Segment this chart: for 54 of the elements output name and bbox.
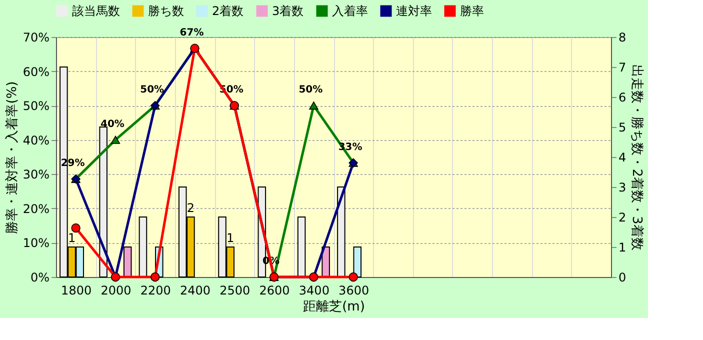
y2-tick-label: 7 xyxy=(618,60,626,74)
bar xyxy=(353,246,362,278)
point xyxy=(309,102,318,110)
y-tick-label: 30% xyxy=(22,168,50,182)
data-label: 40% xyxy=(100,118,124,130)
y2-tick-label: 3 xyxy=(618,180,626,194)
legend-label: 入着率 xyxy=(332,4,368,18)
y-tick-label: 60% xyxy=(22,64,50,79)
x-tick-label: 2200 xyxy=(140,284,171,298)
data-label: 2 xyxy=(186,201,195,215)
x-tick-label: 1800 xyxy=(61,284,92,298)
bar xyxy=(297,216,306,278)
y-tick-label: 20% xyxy=(22,202,50,216)
y-tick-label: 40% xyxy=(22,133,50,148)
legend-label: 勝率 xyxy=(460,4,484,18)
x-tick-label: 2500 xyxy=(220,284,250,298)
data-label: 67% xyxy=(180,27,204,38)
legend-label: 3着数 xyxy=(272,4,304,18)
data-label: 1 xyxy=(226,231,234,245)
y2-tick-label: 1 xyxy=(618,240,626,254)
y2-tick-label: 4 xyxy=(618,150,626,164)
point xyxy=(150,272,160,282)
y-tick-label: 70% xyxy=(22,30,50,44)
y-tick-label: 50% xyxy=(22,99,50,114)
x-tick-label: 3400 xyxy=(298,284,330,298)
bar xyxy=(99,126,108,278)
x-axis-title: 距離芝(m) xyxy=(303,300,365,314)
y-axis-title: 勝率・連対率・入着率(%) xyxy=(4,81,20,234)
y-tick-label: 10% xyxy=(22,236,50,250)
y2-tick-label: 8 xyxy=(618,30,626,44)
y2-tick-label: 5 xyxy=(618,120,626,134)
y-tick-label: 0% xyxy=(30,270,50,284)
bar xyxy=(138,216,148,278)
x-tick-label: 2400 xyxy=(180,284,211,298)
data-label: 1 xyxy=(68,231,76,245)
bar xyxy=(337,186,346,278)
y2-tick-label: 0 xyxy=(618,270,626,284)
legend-label: 連対率 xyxy=(396,4,432,18)
x-tick-label: 3600 xyxy=(338,284,370,298)
y2-tick-label: 2 xyxy=(618,210,626,224)
legend-label: 該当馬数 xyxy=(72,4,120,18)
x-tick-label: 2000 xyxy=(100,284,132,298)
bar xyxy=(322,246,330,278)
bar xyxy=(123,246,132,278)
y2-tick-label: 6 xyxy=(618,90,626,104)
data-label: 50% xyxy=(140,84,164,96)
legend-label: 2着数 xyxy=(212,4,244,18)
data-label: 50% xyxy=(298,84,323,96)
point xyxy=(348,272,358,282)
point xyxy=(71,223,80,233)
x-tick-label: 2600 xyxy=(259,284,290,298)
y2-axis-title: 出走数・勝ち数・2着数・3着数 xyxy=(629,64,646,250)
point xyxy=(110,136,120,144)
legend-label: 勝ち数 xyxy=(148,4,184,18)
